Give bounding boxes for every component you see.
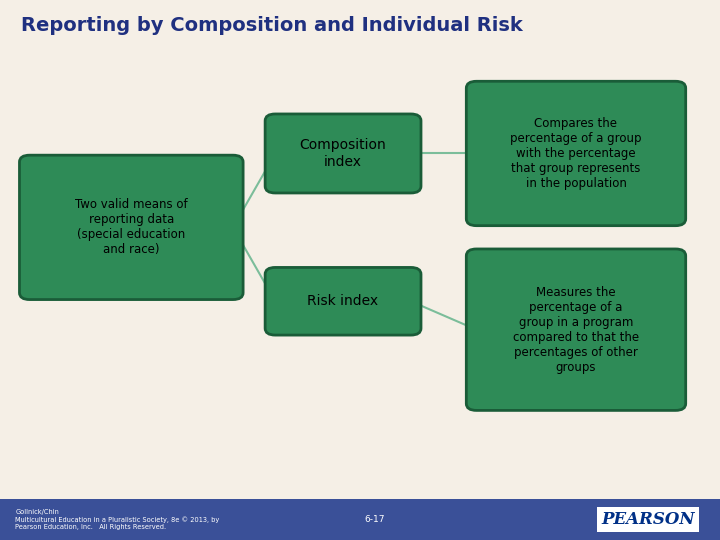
FancyBboxPatch shape [467, 82, 685, 226]
Text: Two valid means of
reporting data
(special education
and race): Two valid means of reporting data (speci… [75, 198, 188, 256]
FancyBboxPatch shape [467, 249, 685, 410]
FancyBboxPatch shape [0, 499, 720, 540]
Text: Composition
index: Composition index [300, 138, 387, 168]
Text: Reporting by Composition and Individual Risk: Reporting by Composition and Individual … [21, 16, 523, 35]
Text: Compares the
percentage of a group
with the percentage
that group represents
in : Compares the percentage of a group with … [510, 117, 642, 190]
Text: Gollnick/Chin
Multicultural Education in a Pluralistic Society, 8e © 2013, by
Pe: Gollnick/Chin Multicultural Education in… [15, 509, 220, 530]
Text: PEARSON: PEARSON [601, 511, 695, 528]
Text: Risk index: Risk index [307, 294, 379, 308]
Text: Measures the
percentage of a
group in a program
compared to that the
percentages: Measures the percentage of a group in a … [513, 286, 639, 374]
FancyBboxPatch shape [265, 114, 421, 193]
FancyBboxPatch shape [19, 155, 243, 300]
FancyBboxPatch shape [265, 267, 421, 335]
Text: 6-17: 6-17 [364, 515, 384, 524]
